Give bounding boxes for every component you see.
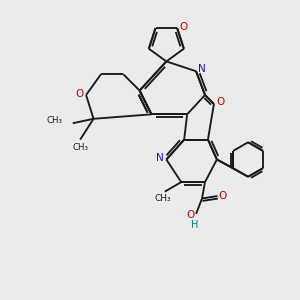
Text: N: N bbox=[198, 64, 206, 74]
Text: CH₃: CH₃ bbox=[72, 142, 88, 152]
Text: O: O bbox=[75, 88, 84, 98]
Text: CH₃: CH₃ bbox=[154, 194, 171, 203]
Text: CH₃: CH₃ bbox=[46, 116, 62, 125]
Text: O: O bbox=[186, 210, 194, 220]
Text: O: O bbox=[216, 97, 225, 106]
Text: H: H bbox=[191, 220, 198, 230]
Text: O: O bbox=[179, 22, 187, 32]
Text: N: N bbox=[156, 153, 164, 163]
Text: O: O bbox=[219, 191, 227, 201]
